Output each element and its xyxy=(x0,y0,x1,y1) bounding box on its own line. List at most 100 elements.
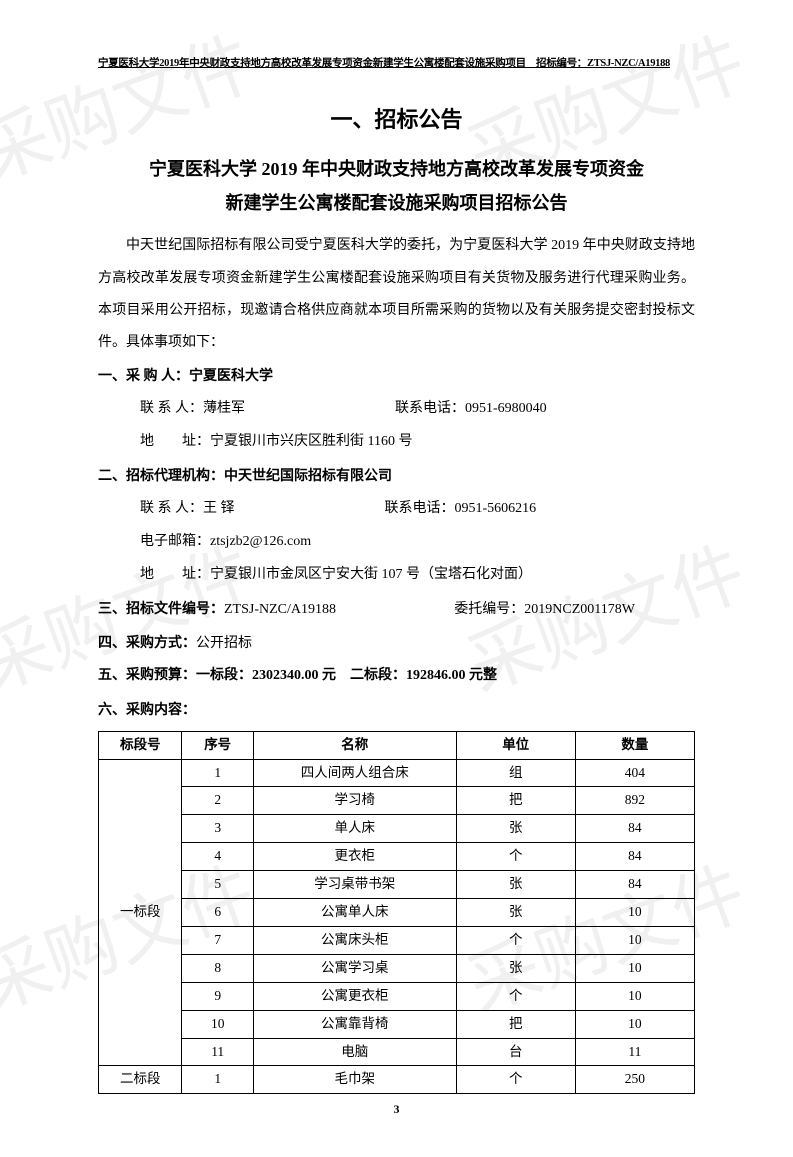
address-value: 宁夏银川市金凤区宁安大街 107 号（宝塔石化对面） xyxy=(210,559,532,592)
email-value: ztsjzb2@126.com xyxy=(210,526,311,559)
cell-unit: 个 xyxy=(456,982,575,1010)
cell-seq: 4 xyxy=(182,843,254,871)
cell-seq: 6 xyxy=(182,899,254,927)
table-row: 7公寓床头柜个10 xyxy=(99,926,695,954)
cell-name: 公寓床头柜 xyxy=(253,926,456,954)
cell-name: 公寓靠背椅 xyxy=(253,1010,456,1038)
page-header: 宁夏医科大学2019年中央财政支持地方高校改革发展专项资金新建学生公寓楼配套设施… xyxy=(98,55,695,70)
cell-unit: 把 xyxy=(456,787,575,815)
cell-seq: 1 xyxy=(182,759,254,787)
title-sub-line1: 宁夏医科大学 2019 年中央财政支持地方高校改革发展专项资金 xyxy=(149,159,644,179)
cell-name: 电脑 xyxy=(253,1038,456,1066)
cell-seq: 2 xyxy=(182,787,254,815)
cell-name: 毛巾架 xyxy=(253,1066,456,1094)
method-value: 公开招标 xyxy=(196,636,252,651)
agent-address-row: 地 址： 宁夏银川市金凤区宁安大街 107 号（宝塔石化对面） xyxy=(98,559,695,592)
delegate-label: 委托编号： xyxy=(454,602,524,617)
section1-label: 一、采 购 人：宁夏医科大学 xyxy=(98,361,695,393)
section2-label: 二、招标代理机构：中天世纪国际招标有限公司 xyxy=(98,461,695,493)
table-row: 10公寓靠背椅把10 xyxy=(99,1010,695,1038)
purchaser-contact-row: 联 系 人： 薄桂军 联系电话： 0951-6980040 xyxy=(98,393,695,426)
table-header-row: 标段号 序号 名称 单位 数量 xyxy=(99,731,695,759)
cell-seq: 8 xyxy=(182,954,254,982)
cell-unit: 把 xyxy=(456,1010,575,1038)
cell-qty: 11 xyxy=(575,1038,694,1066)
section-cell: 二标段 xyxy=(99,1066,182,1094)
cell-seq: 7 xyxy=(182,926,254,954)
cell-name: 单人床 xyxy=(253,815,456,843)
th-qty: 数量 xyxy=(575,731,694,759)
cell-seq: 11 xyxy=(182,1038,254,1066)
cell-seq: 3 xyxy=(182,815,254,843)
cell-seq: 1 xyxy=(182,1066,254,1094)
section3-row: 三、招标文件编号： ZTSJ-NZC/A19188 委托编号：2019NCZ00… xyxy=(98,594,695,626)
contact-label: 联 系 人： xyxy=(140,493,203,526)
cell-seq: 9 xyxy=(182,982,254,1010)
phone-label: 联系电话： xyxy=(385,493,455,526)
table-row: 5学习桌带书架张84 xyxy=(99,871,695,899)
agent-email-row: 电子邮箱： ztsjzb2@126.com xyxy=(98,526,695,559)
section4-row: 四、采购方式：公开招标 xyxy=(98,628,695,660)
th-section: 标段号 xyxy=(99,731,182,759)
cell-unit: 组 xyxy=(456,759,575,787)
cell-qty: 10 xyxy=(575,899,694,927)
table-row: 2学习椅把892 xyxy=(99,787,695,815)
contact-name: 薄桂军 xyxy=(203,393,245,426)
method-label: 四、采购方式： xyxy=(98,636,196,651)
address-label: 地 址： xyxy=(140,426,210,459)
cell-name: 学习椅 xyxy=(253,787,456,815)
purchaser-address-row: 地 址： 宁夏银川市兴庆区胜利街 1160 号 xyxy=(98,426,695,459)
th-name: 名称 xyxy=(253,731,456,759)
email-label: 电子邮箱： xyxy=(140,526,210,559)
section-cell: 一标段 xyxy=(99,759,182,1066)
cell-unit: 张 xyxy=(456,815,575,843)
cell-name: 公寓单人床 xyxy=(253,899,456,927)
cell-seq: 5 xyxy=(182,871,254,899)
cell-qty: 84 xyxy=(575,843,694,871)
table-row: 8公寓学习桌张10 xyxy=(99,954,695,982)
cell-unit: 个 xyxy=(456,843,575,871)
table-row: 6公寓单人床张10 xyxy=(99,899,695,927)
cell-unit: 台 xyxy=(456,1038,575,1066)
cell-qty: 10 xyxy=(575,1010,694,1038)
cell-qty: 84 xyxy=(575,815,694,843)
cell-qty: 10 xyxy=(575,982,694,1010)
section5-budget: 五、采购预算：一标段：2302340.00 元 二标段：192846.00 元整 xyxy=(98,660,695,692)
cell-name: 学习桌带书架 xyxy=(253,871,456,899)
cell-unit: 张 xyxy=(456,899,575,927)
cell-name: 公寓更衣柜 xyxy=(253,982,456,1010)
cell-name: 四人间两人组合床 xyxy=(253,759,456,787)
table-row: 一标段1四人间两人组合床组404 xyxy=(99,759,695,787)
procurement-table: 标段号 序号 名称 单位 数量 一标段1四人间两人组合床组4042学习椅把892… xyxy=(98,731,695,1095)
address-label: 地 址： xyxy=(140,559,210,592)
section6-label: 六、采购内容： xyxy=(98,695,695,727)
page-number: 3 xyxy=(98,1102,695,1117)
phone-value: 0951-6980040 xyxy=(465,393,547,426)
intro-paragraph: 中天世纪国际招标有限公司受宁夏医科大学的委托，为宁夏医科大学 2019 年中央财… xyxy=(98,230,695,359)
phone-label: 联系电话： xyxy=(395,393,465,426)
title-sub-line2: 新建学生公寓楼配套设施采购项目招标公告 xyxy=(226,193,568,213)
table-row: 二标段1毛巾架个250 xyxy=(99,1066,695,1094)
title-sub: 宁夏医科大学 2019 年中央财政支持地方高校改革发展专项资金 新建学生公寓楼配… xyxy=(98,152,695,220)
cell-qty: 404 xyxy=(575,759,694,787)
cell-unit: 个 xyxy=(456,926,575,954)
cell-qty: 10 xyxy=(575,954,694,982)
cell-unit: 张 xyxy=(456,954,575,982)
doc-no-label: 三、招标文件编号： xyxy=(98,594,224,626)
cell-name: 更衣柜 xyxy=(253,843,456,871)
agent-contact-row: 联 系 人： 王 铎 联系电话： 0951-5606216 xyxy=(98,493,695,526)
address-value: 宁夏银川市兴庆区胜利街 1160 号 xyxy=(210,426,412,459)
cell-qty: 892 xyxy=(575,787,694,815)
th-unit: 单位 xyxy=(456,731,575,759)
cell-unit: 个 xyxy=(456,1066,575,1094)
cell-unit: 张 xyxy=(456,871,575,899)
page-content: 宁夏医科大学2019年中央财政支持地方高校改革发展专项资金新建学生公寓楼配套设施… xyxy=(0,0,793,1157)
cell-qty: 250 xyxy=(575,1066,694,1094)
doc-no-value: ZTSJ-NZC/A19188 xyxy=(224,594,336,626)
contact-name: 王 铎 xyxy=(203,493,235,526)
cell-qty: 10 xyxy=(575,926,694,954)
table-row: 11电脑台11 xyxy=(99,1038,695,1066)
th-seq: 序号 xyxy=(182,731,254,759)
cell-qty: 84 xyxy=(575,871,694,899)
cell-seq: 10 xyxy=(182,1010,254,1038)
